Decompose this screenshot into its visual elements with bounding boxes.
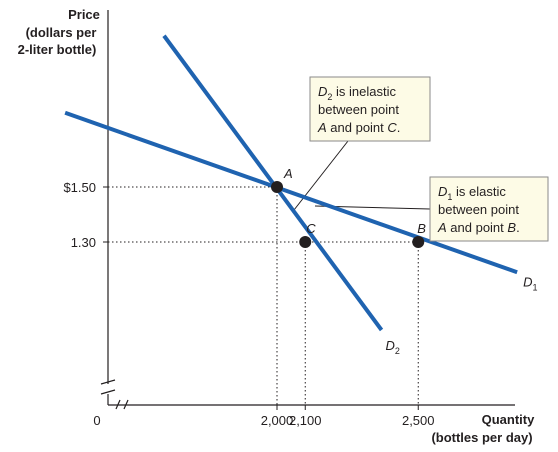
annotation-line: D1 is elastic [438,184,506,202]
y-tick-label: 1.30 [71,235,96,250]
point-a [271,181,283,193]
demand-curve-d1 [64,110,518,275]
origin-label: 0 [93,413,100,428]
curve-labels: D1 D2 [386,274,538,356]
annotation-line: between point [318,102,399,117]
point-label-b: B [417,221,426,236]
annotation-line: A and point C. [317,120,400,135]
annotation-box-frame [429,176,549,242]
curve-label-d2: D2 [386,338,400,356]
y-tick-label: $1.50 [63,180,96,195]
annotation-line: D2 is inelastic [318,84,396,102]
guide-lines [108,186,419,405]
y-axis-title-line-3: 2-liter bottle) [18,42,97,57]
annotation-line: between point [438,202,519,217]
x-axis-title-line-2: (bottles per day) [431,430,532,445]
y-axis-title-line-2: (dollars per [26,25,97,40]
x-tick-label: 2,100 [289,413,322,428]
point-label-c: C [306,221,316,236]
x-tick-label: 2,500 [402,413,435,428]
point-c [299,236,312,248]
x-axis-title-line-1: Quantity [482,412,535,427]
y-axis-break-icon [100,379,116,395]
points: A C B [271,166,426,248]
annotation-line: A and point B. [437,220,520,235]
annotation-box-frame [309,76,431,142]
annotation-connector-d2 [293,140,349,211]
y-axis-title-line-1: Price [68,7,100,22]
point-label-a: A [283,166,293,181]
x-tick-label: 2,000 [261,413,294,428]
curve-label-d1: D1 [523,274,537,292]
point-b [412,236,425,248]
x-axis-break-icon [115,399,129,410]
